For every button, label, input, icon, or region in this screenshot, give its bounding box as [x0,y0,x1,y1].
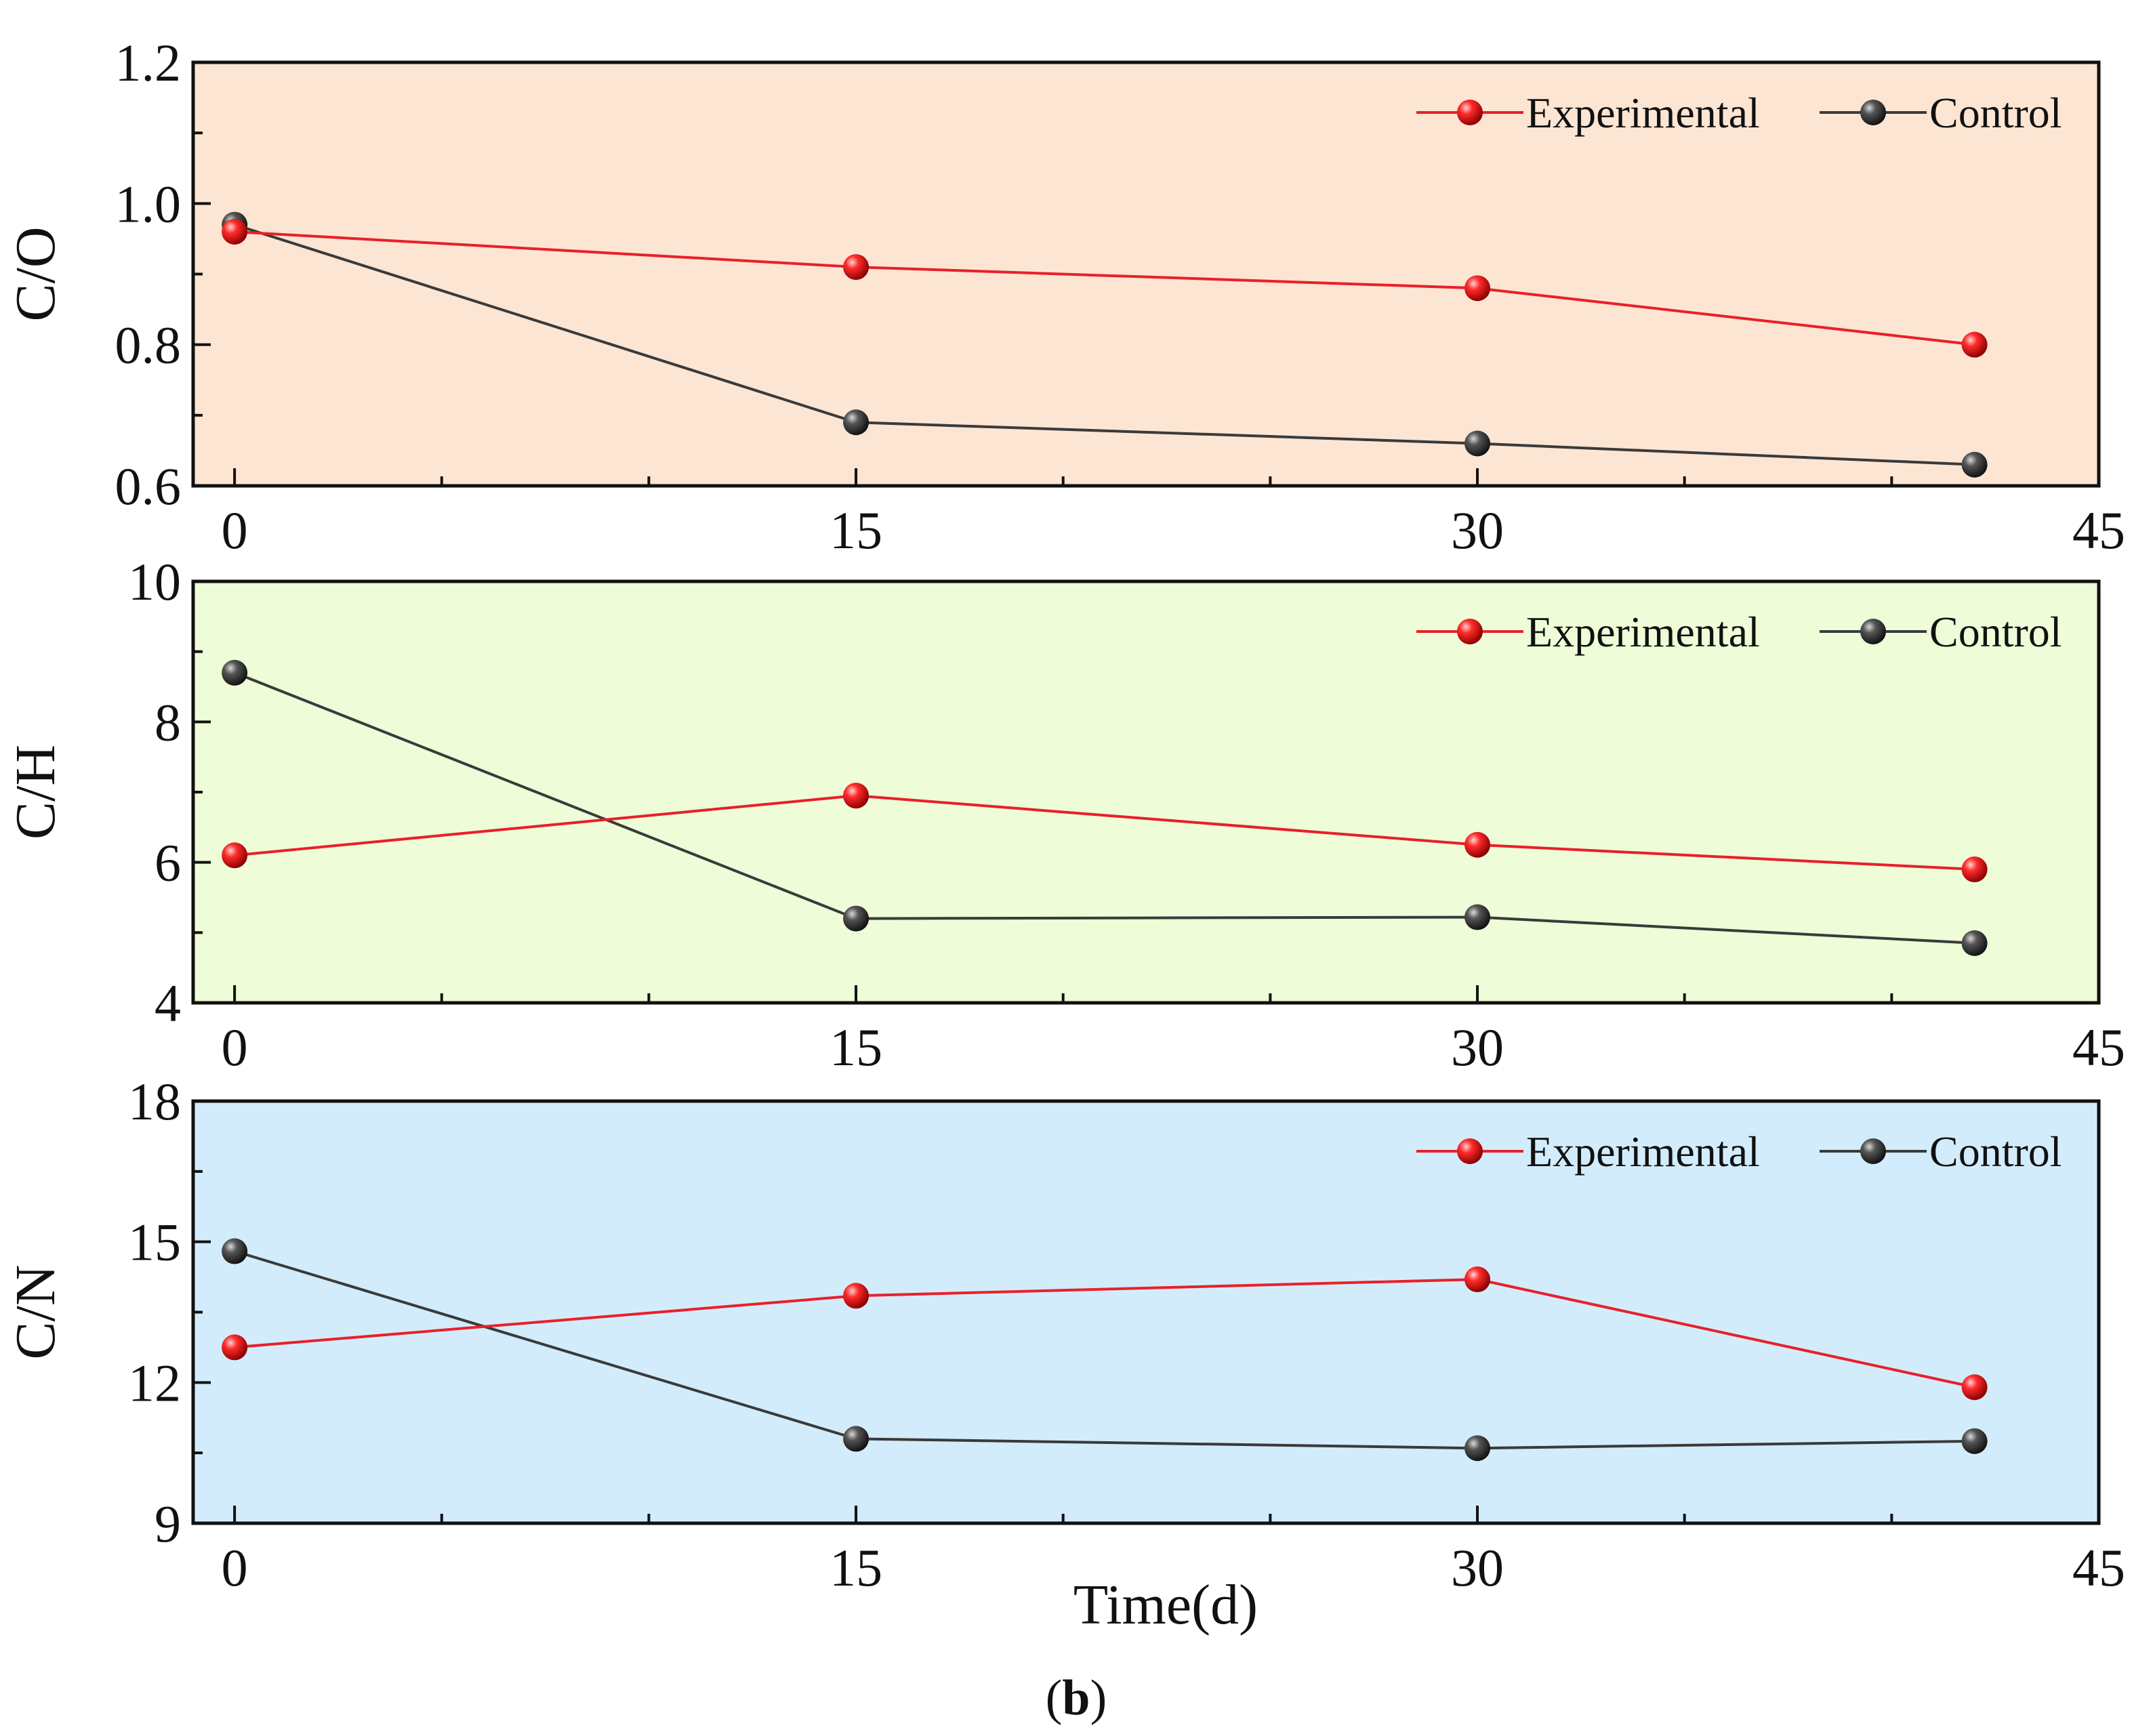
legend-label-control: Control [1929,608,2062,656]
panel-bottom: 0 15 30 45 9 12 15 18 C/N Experimental Control [4,1072,2125,1597]
legend-marker-experimental [1457,100,1483,125]
y-tick-label: 18 [128,1072,181,1131]
legend-marker-experimental [1457,619,1483,644]
x-tick-label: 15 [829,1538,882,1597]
legend-marker-control [1860,1138,1886,1164]
series-line-control [234,1249,1975,1450]
legend-label-control: Control [1929,1128,2062,1176]
legend-label-control: Control [1929,89,2062,137]
x-tick-label: 30 [1451,1538,1504,1597]
caption-letter: b [1062,1670,1090,1726]
y-axis-title: C/H [4,745,67,840]
data-point-experimental [843,783,869,809]
plot-background [193,1101,2099,1523]
y-tick-label: 12 [128,1353,181,1412]
plot-background [193,62,2099,486]
y-tick-label: 15 [128,1213,181,1272]
x-tick-label: 0 [222,501,248,560]
y-tick-label: 0.8 [115,316,182,375]
data-point-control [1464,430,1491,457]
legend: Experimental Control [1416,89,2062,137]
legend-marker-control [1860,619,1886,644]
x-tick-label: 30 [1451,1018,1504,1077]
y-axis-title: C/O [4,226,67,321]
series-line-experimental [234,230,1975,346]
figure-caption: (b) [1046,1670,1107,1726]
plot-background [193,581,2099,1003]
y-tick-label: 1.0 [115,174,182,233]
x-tick-label: 15 [829,1018,882,1077]
data-point-experimental [1961,331,1988,358]
data-point-experimental [843,254,869,281]
legend-label-experimental: Experimental [1526,608,1760,656]
x-tick-label: 45 [2072,501,2125,560]
data-point-control [1961,451,1988,478]
x-axis-title: Time(d) [1073,1573,1258,1636]
x-tick-label: 30 [1451,501,1504,560]
x-tick-label: 45 [2072,1018,2125,1077]
data-point-control [843,905,869,932]
series-line-experimental [234,1278,1975,1389]
data-point-control [1961,1428,1988,1454]
y-tick-label: 1.2 [115,33,182,92]
data-point-control [1464,1435,1491,1462]
data-point-control [843,409,869,436]
y-tick-label: 9 [155,1494,181,1553]
chart-panels: 0 15 30 45 0.6 0.8 1.0 1.2 C/O Experimental Contro… [4,33,2125,1597]
x-tick-label: 15 [829,501,882,560]
data-point-control [222,659,248,686]
x-tick-label: 0 [222,1018,248,1077]
data-point-experimental [843,1283,869,1309]
data-point-control [222,1238,248,1264]
data-point-experimental [1464,275,1491,302]
data-point-experimental [222,1334,248,1361]
legend: Experimental Control [1416,1128,2062,1176]
y-tick-label: 10 [128,552,181,611]
data-point-control [843,1426,869,1452]
series-line-experimental [234,794,1975,871]
x-tick-label: 0 [222,1538,248,1597]
caption-open-paren: ( [1046,1670,1063,1726]
legend-marker-control [1860,100,1886,125]
legend-marker-experimental [1457,1138,1483,1164]
data-point-experimental [222,219,248,245]
y-axis-title: C/N [4,1264,67,1359]
y-tick-label: 6 [155,833,181,892]
y-tick-label: 4 [155,974,181,1033]
data-point-experimental [1961,856,1988,883]
panel-top: 0 15 30 45 0.6 0.8 1.0 1.2 C/O Experimental Contro… [4,33,2125,560]
series-line-control [234,223,1975,466]
data-point-control [1464,904,1491,930]
data-point-experimental [1961,1374,1988,1401]
data-point-control [1961,930,1988,956]
panel-middle: 0 15 30 45 4 6 8 10 C/H Experimental Control [4,552,2125,1077]
legend: Experimental Control [1416,608,2062,656]
x-tick-label: 45 [2072,1538,2125,1597]
legend-label-experimental: Experimental [1526,89,1760,137]
legend-label-experimental: Experimental [1526,1128,1760,1176]
data-point-experimental [1464,1266,1491,1293]
data-point-experimental [1464,831,1491,858]
y-tick-label: 8 [155,693,181,751]
y-tick-label: 0.6 [115,457,182,516]
data-point-experimental [222,842,248,869]
series-line-control [234,671,1975,945]
caption-close-paren: ) [1090,1670,1107,1726]
